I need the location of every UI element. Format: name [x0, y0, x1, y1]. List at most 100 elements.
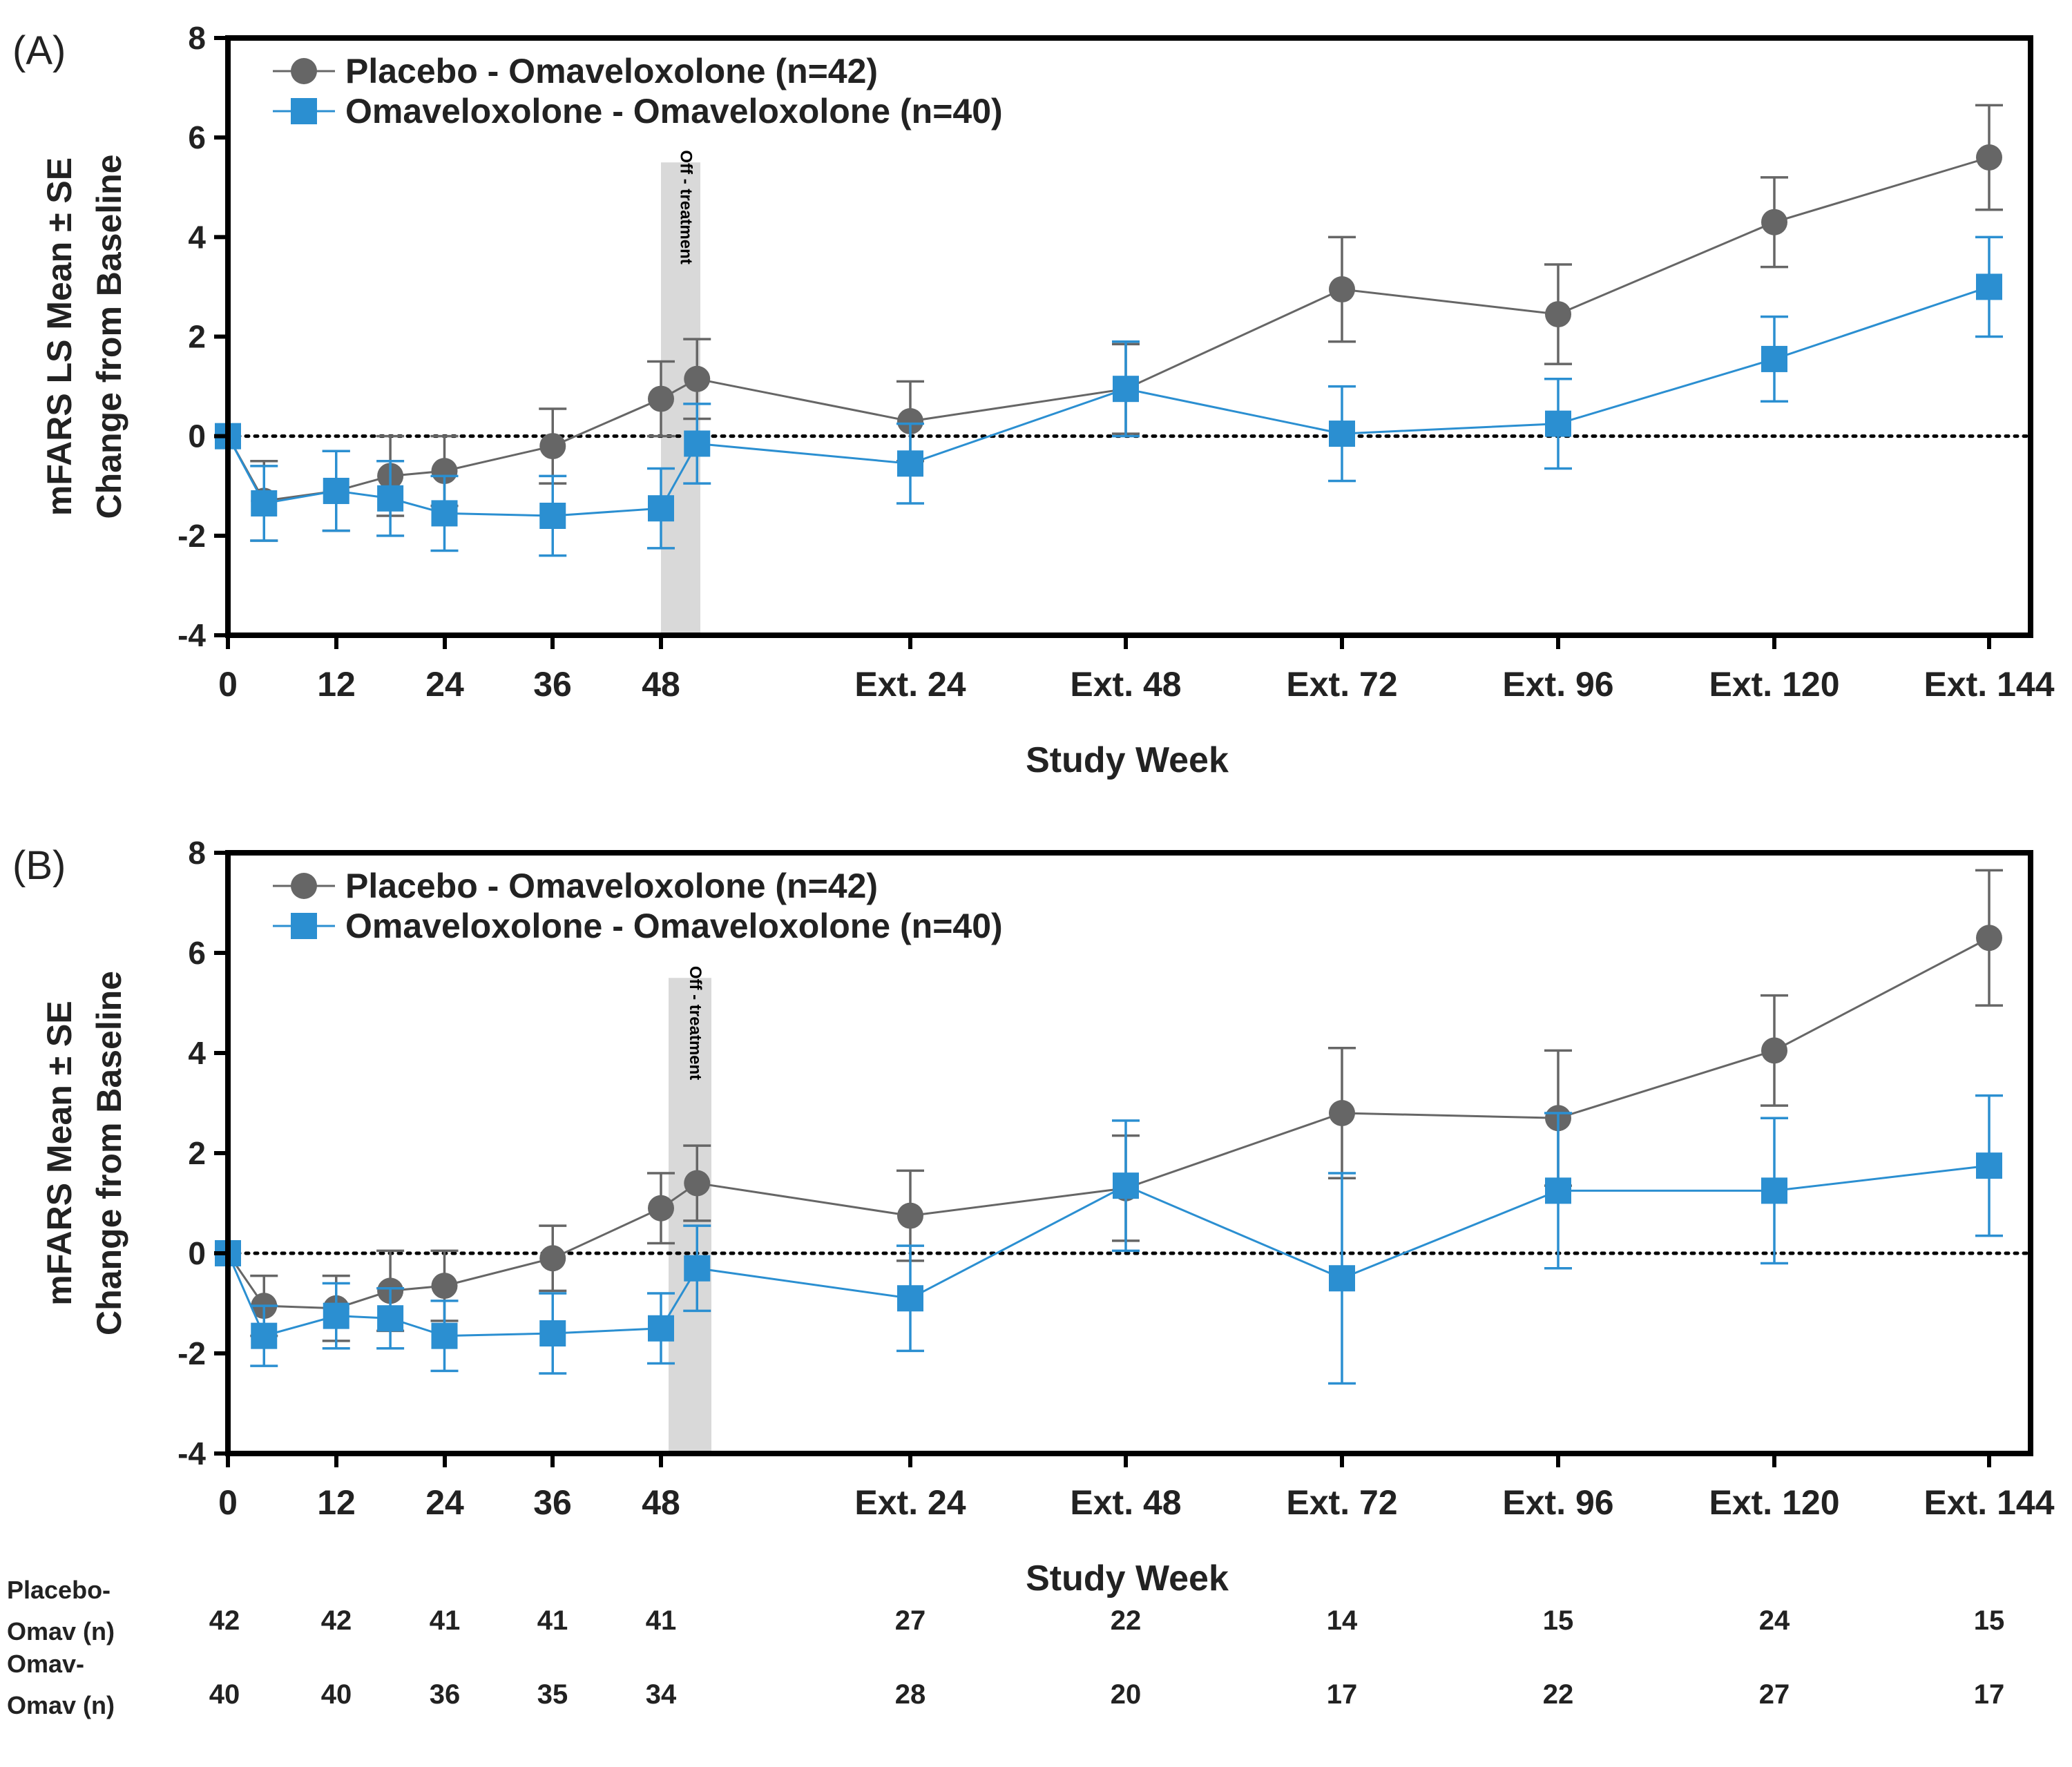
data-point	[539, 503, 566, 529]
data-point	[431, 458, 458, 485]
x-tick-label: 36	[533, 665, 572, 704]
n-value: 17	[1974, 1679, 2005, 1710]
x-tick-label: Ext. 144	[1924, 665, 2054, 704]
y-tick-label: -4	[178, 617, 206, 653]
data-point	[1329, 1100, 1355, 1126]
x-tick-label: 12	[317, 665, 356, 704]
data-point	[1545, 410, 1571, 437]
y-tick-label: 6	[188, 935, 206, 971]
data-point	[684, 1255, 711, 1282]
n-value: 41	[430, 1605, 461, 1636]
data-point	[648, 495, 674, 522]
legend: Placebo - Omaveloxolone (n=42)Omaveloxol…	[273, 52, 1003, 131]
n-value: 27	[895, 1605, 926, 1636]
data-point	[648, 1315, 674, 1342]
data-point	[323, 477, 349, 504]
y-tick-label: 2	[188, 319, 206, 355]
data-point	[897, 408, 923, 435]
data-point	[1761, 345, 1787, 372]
n-value: 15	[1974, 1605, 2005, 1636]
n-row-label-line2: Omav (n)	[7, 1691, 115, 1719]
legend: Placebo - Omaveloxolone (n=42)Omaveloxol…	[273, 867, 1003, 945]
series-line	[227, 285, 1990, 517]
data-point	[1329, 1265, 1355, 1292]
y-tick-label: 8	[188, 835, 206, 871]
n-value: 14	[1327, 1605, 1358, 1636]
n-value: 22	[1543, 1679, 1574, 1710]
n-value: 40	[321, 1679, 352, 1710]
n-row-label-line1: Placebo-	[7, 1576, 111, 1604]
data-point	[1329, 276, 1355, 303]
n-value: 17	[1327, 1679, 1358, 1710]
x-axis-title: Study Week	[1026, 740, 1229, 780]
x-tick-label: Ext. 24	[854, 1483, 966, 1522]
data-point	[323, 1302, 349, 1329]
legend-marker	[291, 873, 317, 899]
data-point	[1329, 421, 1355, 447]
n-value: 28	[895, 1679, 926, 1710]
series-omav	[215, 235, 2003, 557]
n-value: 27	[1759, 1679, 1790, 1710]
y-tick-label: 8	[188, 20, 206, 56]
y-axis-title-line2: Change from Baseline	[90, 155, 128, 519]
x-tick-label: 24	[425, 1483, 464, 1522]
y-tick-label: -2	[178, 518, 206, 554]
data-point	[684, 1170, 711, 1197]
legend-marker	[291, 58, 317, 84]
data-point	[431, 500, 458, 527]
x-tick-label: Ext. 120	[1709, 665, 1839, 704]
data-point	[684, 430, 711, 457]
series-placebo	[215, 104, 2003, 542]
data-point	[1761, 1037, 1787, 1064]
n-value: 15	[1543, 1605, 1574, 1636]
series-omav	[215, 1094, 2003, 1385]
y-tick-label: 4	[188, 1035, 206, 1071]
data-point	[251, 1322, 278, 1349]
n-value: 35	[537, 1679, 568, 1710]
legend-marker	[291, 913, 317, 939]
n-value: 36	[430, 1679, 461, 1710]
series-line	[227, 156, 1990, 503]
legend-marker	[291, 98, 317, 124]
data-point	[431, 1273, 458, 1300]
y-tick-label: 0	[188, 1235, 206, 1271]
x-tick-label: 48	[642, 665, 680, 704]
n-table: Placebo- Omav (n) 42 42 41 41 41 27 22 14 15 24 15 Om…	[7, 1576, 2004, 1719]
data-point	[251, 490, 278, 516]
x-tick-label: 0	[218, 1483, 238, 1522]
y-tick-label: 4	[188, 219, 206, 255]
data-point	[1113, 376, 1139, 403]
x-tick-label: 0	[218, 665, 238, 704]
legend-label: Placebo - Omaveloxolone (n=42)	[345, 867, 878, 905]
panel-label: (A)	[12, 28, 66, 73]
n-value: 34	[646, 1679, 677, 1710]
n-value: 41	[646, 1605, 677, 1636]
data-point	[539, 1245, 566, 1272]
legend-label: Omaveloxolone - Omaveloxolone (n=40)	[345, 907, 1003, 945]
data-point	[897, 1285, 923, 1312]
x-tick-label: 36	[533, 1483, 572, 1522]
x-tick-label: 12	[317, 1483, 356, 1522]
x-tick-label: 24	[425, 665, 464, 704]
n-row-label-line1: Omav-	[7, 1650, 84, 1678]
n-row-placebo: Placebo- Omav (n) 42 42 41 41 41 27 22 14 15 24 15	[7, 1576, 2004, 1645]
x-tick-label: Ext. 144	[1924, 1483, 2054, 1522]
x-tick-label: Ext. 48	[1070, 1483, 1181, 1522]
data-point	[1976, 144, 2002, 171]
panel-label: (B)	[12, 843, 66, 888]
data-point	[539, 1320, 566, 1346]
x-tick-label: Ext. 120	[1709, 1483, 1839, 1522]
legend-label: Omaveloxolone - Omaveloxolone (n=40)	[345, 92, 1003, 131]
data-point	[1113, 1172, 1139, 1199]
data-point	[1761, 209, 1787, 235]
off-treatment-label: Off - treatment	[677, 150, 696, 264]
x-tick-label: 48	[642, 1483, 680, 1522]
data-point	[1761, 1177, 1787, 1204]
data-point	[377, 1305, 404, 1332]
x-tick-label: Ext. 96	[1502, 665, 1613, 704]
data-point	[377, 485, 404, 512]
x-tick-label: Ext. 72	[1286, 665, 1397, 704]
data-point	[1976, 925, 2002, 952]
y-axis-title-line1: mFARS Mean ± SE	[40, 1001, 79, 1305]
